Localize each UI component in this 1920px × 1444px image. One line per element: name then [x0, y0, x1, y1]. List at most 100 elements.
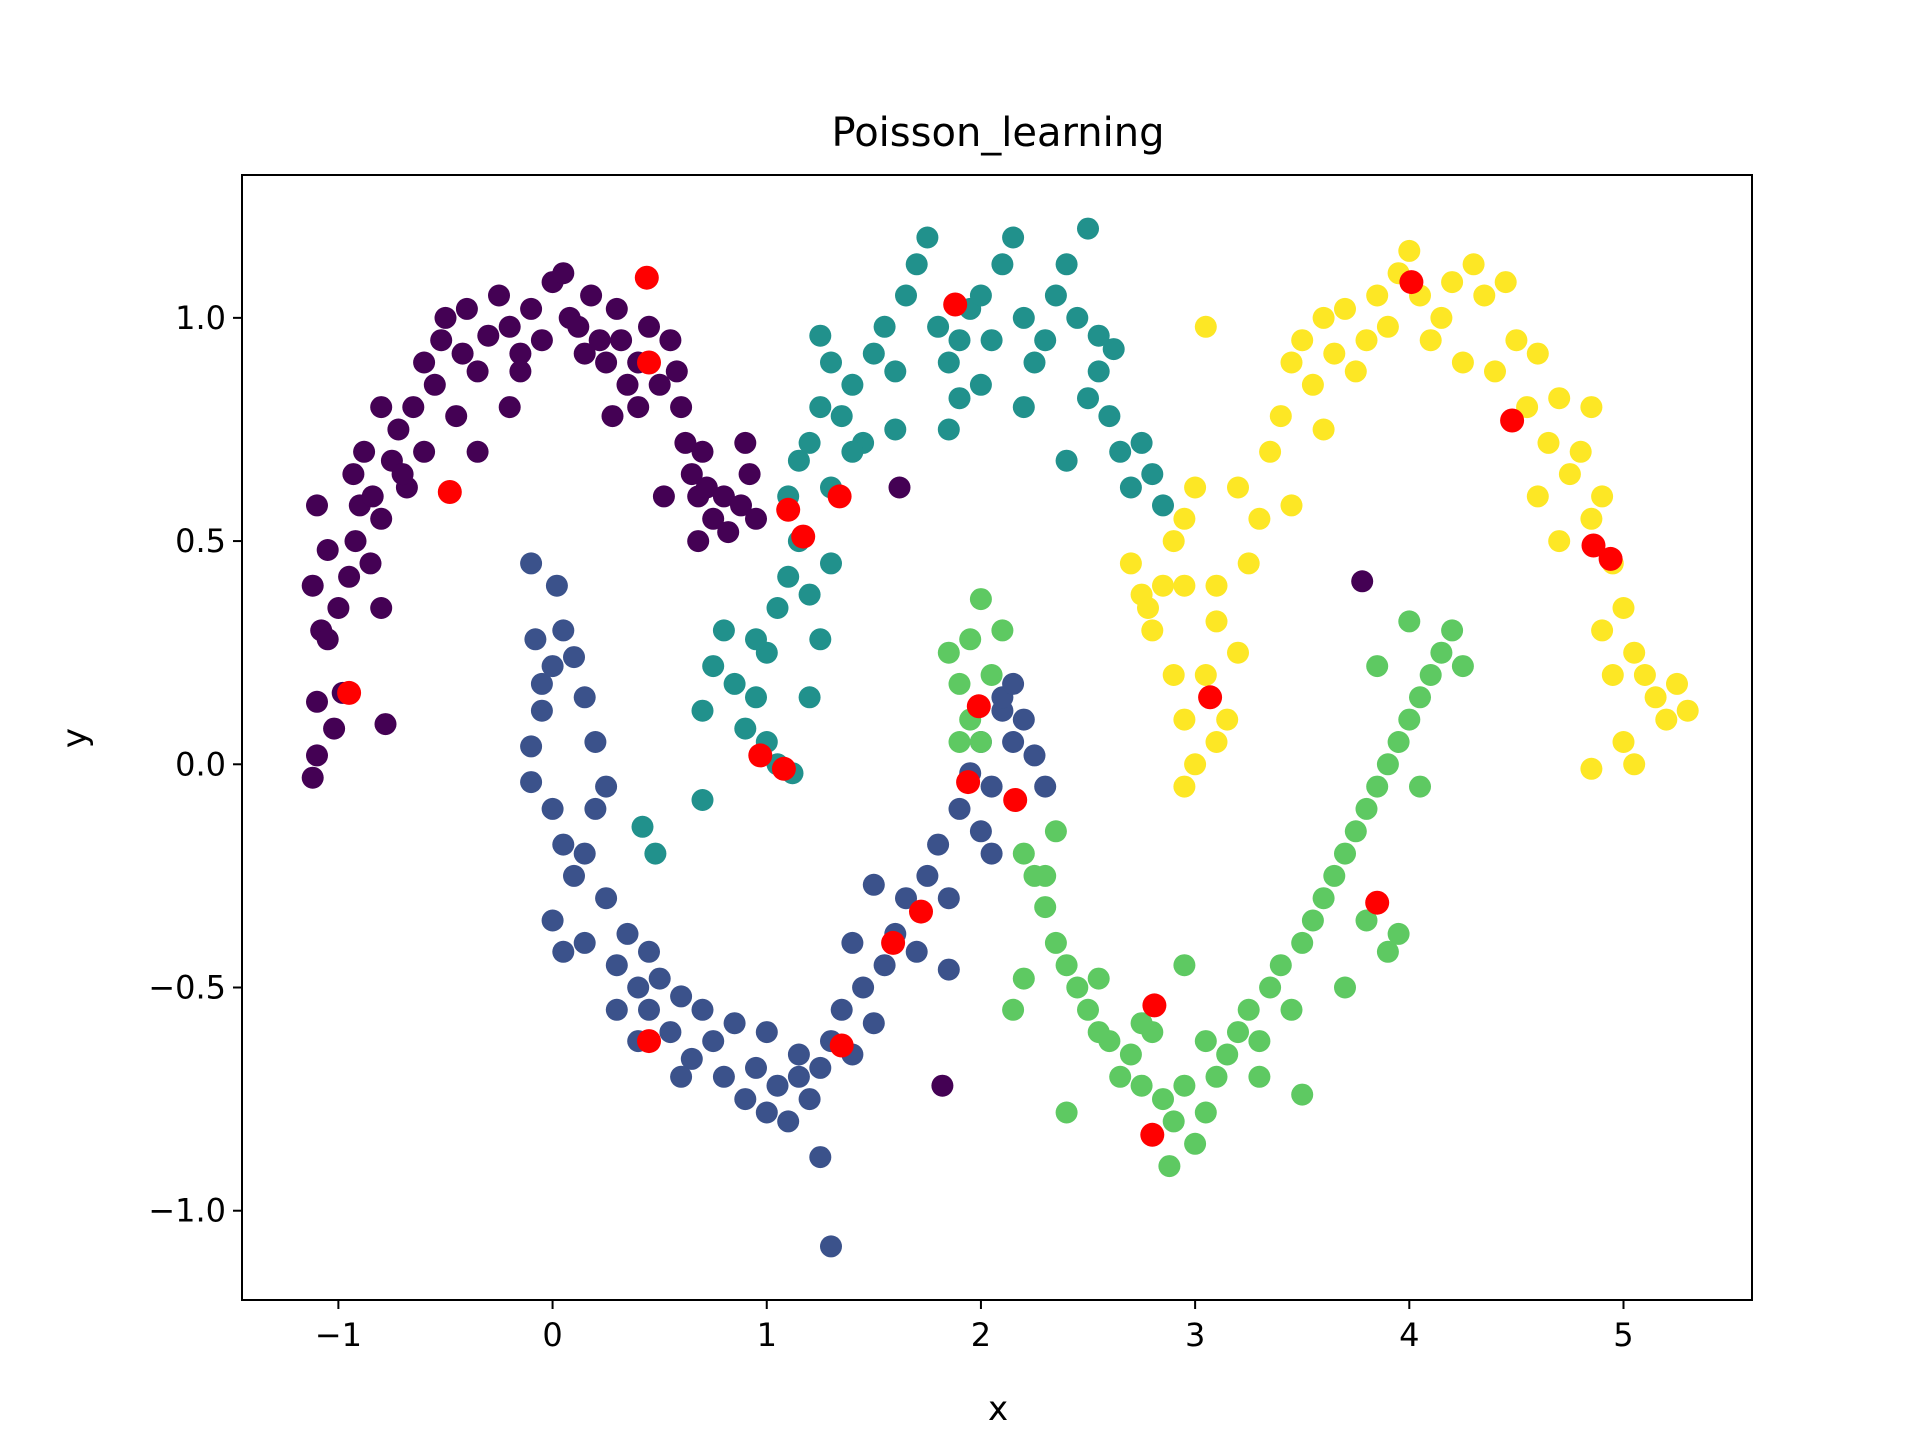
x-tick-label: 0	[542, 1316, 562, 1354]
scatter-point	[1205, 574, 1228, 597]
scatter-point	[809, 1056, 832, 1079]
scatter-point	[1055, 449, 1078, 472]
y-axis-ticks: −1.0 −0.5 0.0 0.5 1.0	[148, 299, 242, 1230]
scatter-point	[1430, 306, 1453, 329]
scatter-point	[573, 342, 596, 365]
scatter-point	[787, 449, 810, 472]
scatter-point	[1162, 664, 1185, 686]
scatter-point	[937, 958, 960, 981]
scatter-point	[670, 985, 693, 1008]
scatter-point	[1012, 967, 1035, 990]
scatter-point	[787, 1065, 810, 1088]
labeled-point	[1500, 408, 1525, 433]
scatter-point	[1023, 351, 1046, 374]
labeled-point	[1198, 685, 1223, 710]
scatter-point	[830, 405, 853, 428]
scatter-point	[530, 672, 553, 695]
scatter-point	[1451, 351, 1474, 374]
x-axis-label: x	[988, 1389, 1008, 1429]
x-tick-label: 1	[757, 1316, 777, 1354]
scatter-point	[316, 539, 339, 561]
scatter-point	[1162, 530, 1185, 553]
scatter-point	[1055, 253, 1078, 276]
scatter-point	[1666, 672, 1688, 695]
scatter-point	[691, 998, 714, 1021]
scatter-point	[905, 940, 928, 963]
y-tick-label: 0.5	[175, 522, 226, 560]
scatter-point	[1130, 431, 1153, 454]
scatter-point	[712, 485, 735, 508]
scatter-point	[862, 873, 885, 896]
y-tick-label: 1.0	[175, 299, 226, 337]
scatter-point	[687, 530, 710, 553]
scatter-point	[665, 360, 688, 383]
scatter-point	[820, 552, 842, 575]
scatter-point	[1098, 405, 1121, 428]
scatter-point	[888, 476, 911, 499]
labeled-point	[637, 1029, 661, 1054]
scatter-point	[306, 744, 328, 767]
scatter-point	[862, 342, 885, 365]
scatter-point	[1055, 1101, 1078, 1124]
scatter-point	[530, 699, 553, 722]
scatter-point	[712, 619, 735, 642]
scatter-point	[1194, 1101, 1217, 1124]
scatter-point	[1366, 775, 1389, 798]
scatter-point	[387, 418, 410, 441]
labeled-point	[827, 484, 852, 509]
scatter-point	[552, 940, 575, 963]
scatter-point	[1451, 655, 1474, 678]
labeled-point	[634, 265, 659, 290]
scatter-point	[916, 864, 939, 887]
scatter-point	[1569, 440, 1592, 463]
scatter-point	[1034, 329, 1057, 352]
scatter-point	[734, 431, 757, 454]
scatter-point	[391, 463, 414, 486]
scatter-point	[1473, 284, 1496, 307]
scatter-point	[359, 552, 382, 575]
scatter-point	[413, 440, 436, 463]
labeled-point	[956, 770, 981, 795]
scatter-point	[937, 351, 960, 374]
scatter-point	[873, 315, 896, 338]
scatter-point	[1591, 619, 1614, 642]
scatter-point	[702, 655, 725, 678]
scatter-point	[738, 463, 761, 486]
scatter-point	[552, 262, 575, 285]
axes-frame	[241, 174, 1753, 1301]
scatter-point	[1280, 351, 1303, 374]
scatter-point	[1044, 284, 1067, 307]
scatter-point	[798, 431, 821, 454]
scatter-point	[644, 842, 667, 865]
scatter-point	[580, 284, 603, 307]
scatter-point	[610, 329, 633, 352]
scatter-point	[1012, 842, 1035, 865]
scatter-point	[862, 1012, 885, 1035]
scatter-point	[820, 351, 842, 374]
scatter-point	[430, 329, 453, 352]
scatter-point	[931, 1074, 954, 1097]
labeled-point	[1581, 533, 1606, 558]
scatter-point	[541, 655, 564, 678]
labeled-point	[943, 292, 968, 317]
scatter-point	[520, 297, 543, 320]
scatter-point	[691, 699, 714, 722]
labeled-point	[1365, 890, 1390, 915]
labeled-point	[1140, 1122, 1165, 1147]
scatter-point	[927, 833, 950, 856]
scatter-point	[342, 463, 365, 486]
scatter-point	[595, 775, 618, 798]
scatter-point	[755, 1101, 778, 1124]
chart-title: Poisson_learning	[832, 110, 1165, 156]
scatter-point	[695, 476, 718, 499]
scatter-point	[1580, 396, 1603, 419]
scatter-point	[327, 597, 350, 619]
scatter-point	[1248, 1030, 1271, 1053]
scatter-point	[1344, 360, 1367, 383]
scatter-point	[301, 766, 324, 789]
scatter-point	[370, 396, 393, 419]
scatter-point	[1173, 1074, 1196, 1097]
scatter-point	[1355, 329, 1378, 352]
scatter-point	[1173, 574, 1196, 597]
scatter-point	[361, 485, 384, 508]
